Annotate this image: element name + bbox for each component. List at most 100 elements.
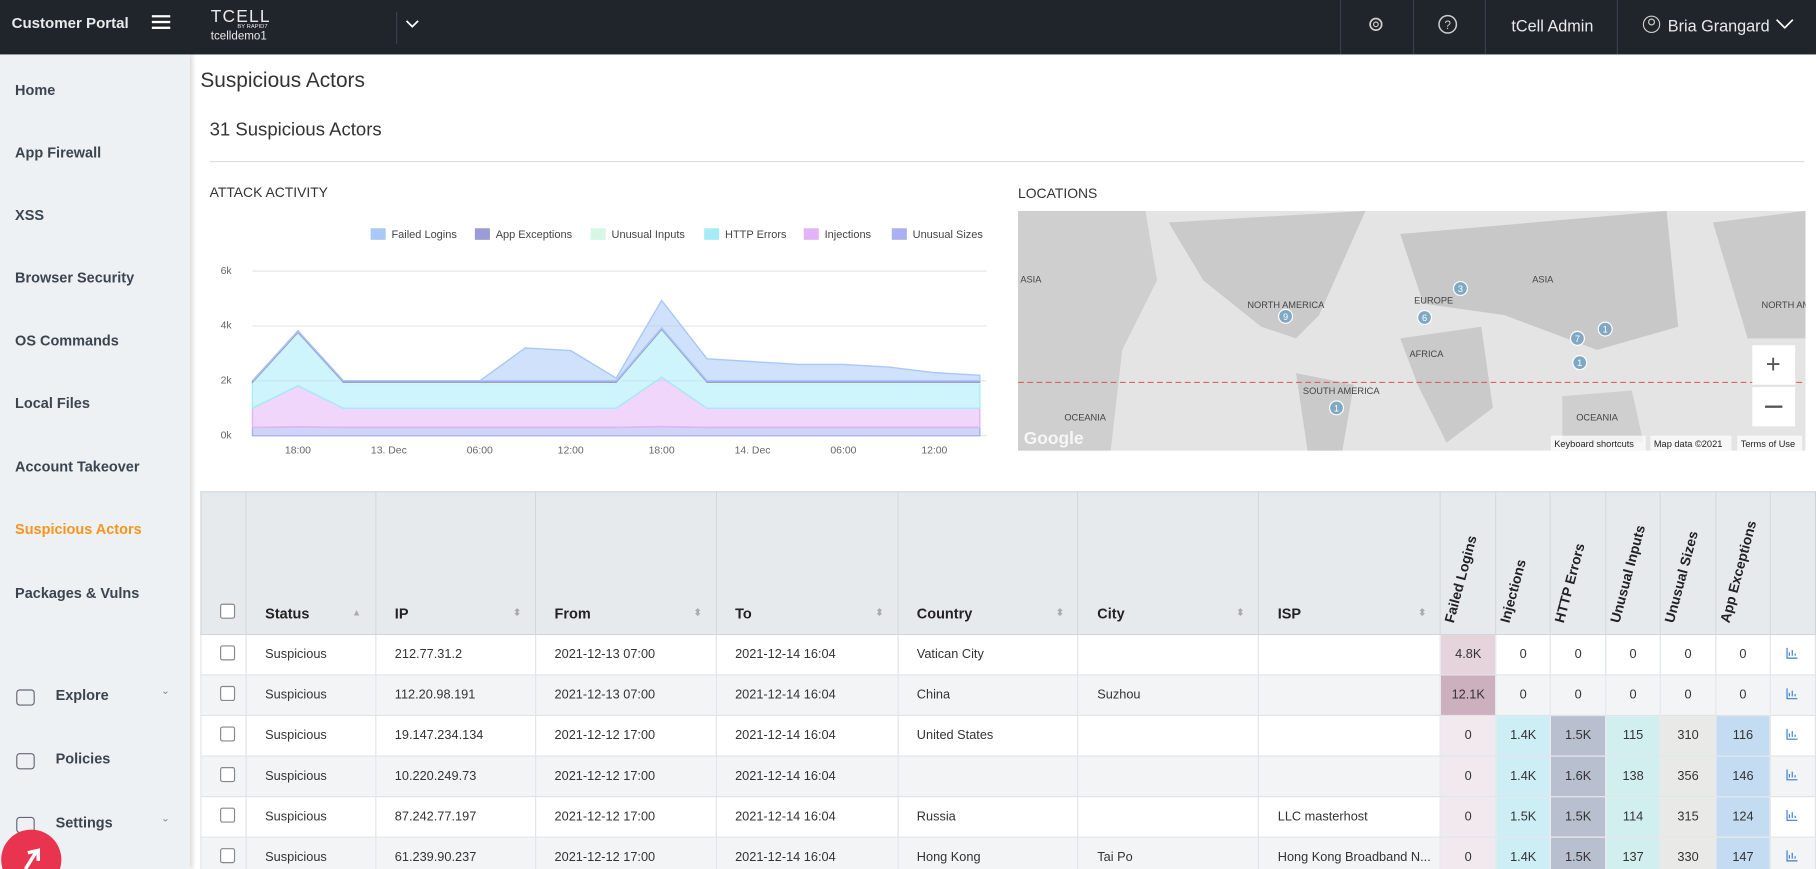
column-header[interactable]: App Exceptions: [1715, 491, 1771, 635]
column-header[interactable]: IP ⬍: [375, 491, 536, 635]
row-chart-link[interactable]: [1769, 755, 1816, 798]
cell: 2021-12-13 07:00: [534, 674, 717, 717]
checkbox[interactable]: [220, 726, 236, 742]
column-label: Status: [265, 605, 310, 623]
svg-text:+: +: [1766, 351, 1781, 379]
row-chart-link[interactable]: [1769, 796, 1816, 838]
cell: [1258, 755, 1442, 798]
sort-icon: ⬍: [693, 607, 702, 618]
cell: 10.220.249.73: [375, 755, 536, 798]
cluster-marker[interactable]: [1278, 308, 1294, 324]
metric-cell: 1.5K: [1549, 836, 1607, 869]
row-select: [200, 796, 247, 838]
nav-item[interactable]: OS Commands: [15, 332, 119, 349]
user-menu[interactable]: Bria Grangard: [1667, 16, 1770, 35]
sidebar: Home App Firewall XSS Browser Security OS Co…: [0, 54, 190, 869]
admin-link[interactable]: tCell Admin: [1511, 16, 1594, 35]
nav-section[interactable]: Policies: [55, 750, 111, 768]
nav-section[interactable]: Explore: [55, 687, 109, 704]
help-fab[interactable]: [0, 825, 69, 869]
cell: 112.20.98.191: [375, 674, 536, 717]
metric-cell: 0: [1659, 674, 1717, 717]
row-chart-link[interactable]: [1769, 674, 1816, 717]
account-name[interactable]: tcelldemo1: [210, 30, 267, 43]
column-header[interactable]: To ⬍: [715, 491, 899, 635]
table-row: Suspicious 61.239.90.237 2021-12-12 17:00 2…: [200, 836, 1816, 869]
nav-item[interactable]: XSS: [15, 207, 45, 224]
user-dropdown[interactable]: [1775, 19, 1794, 31]
region-label: SOUTH AMERICA: [1303, 386, 1380, 396]
cluster-marker[interactable]: [1417, 309, 1433, 326]
metric-cell: 0: [1495, 674, 1551, 717]
checkbox[interactable]: [220, 807, 236, 823]
column-header[interactable]: HTTP Errors: [1549, 491, 1607, 635]
divider: [209, 161, 1805, 163]
region-label: EUROPE: [1414, 296, 1453, 306]
cluster-marker[interactable]: [1328, 400, 1345, 416]
column-header[interactable]: Unusual Sizes: [1659, 491, 1717, 635]
cell: Suzhou: [1077, 674, 1260, 717]
chart-icon[interactable]: [1786, 768, 1799, 781]
legend-label: Unusual Sizes: [913, 229, 984, 241]
map-footer-link[interactable]: Keyboard shortcuts: [1554, 439, 1634, 449]
cluster-marker[interactable]: [1572, 355, 1588, 371]
nav-item[interactable]: Local Files: [15, 395, 90, 412]
chart-icon[interactable]: [1786, 809, 1799, 821]
nav-section[interactable]: Settings: [55, 814, 113, 831]
chart-icon[interactable]: [1786, 647, 1799, 659]
legend-label: Failed Logins: [391, 229, 457, 241]
metric-cell: 0: [1659, 633, 1717, 676]
menu-icon[interactable]: [151, 15, 172, 31]
column-header[interactable]: Country ⬍: [897, 491, 1079, 635]
row-select: [200, 633, 247, 676]
checkbox[interactable]: [220, 685, 236, 701]
chart-icon[interactable]: [1786, 687, 1799, 700]
column-header[interactable]: From ⬍: [534, 491, 717, 635]
column-header[interactable]: Status ▲: [245, 491, 377, 635]
column-label: To: [735, 605, 752, 623]
cluster-count: 3: [1458, 284, 1463, 294]
chart-icon[interactable]: [1786, 849, 1799, 862]
row-select: [200, 714, 247, 757]
nav-item[interactable]: Browser Security: [15, 269, 135, 287]
checkbox[interactable]: [220, 645, 236, 661]
cluster-marker[interactable]: [1452, 280, 1468, 297]
column-header[interactable]: ISP ⬍: [1258, 491, 1442, 635]
chart-icon[interactable]: [1786, 728, 1799, 740]
column-label: Unusual Inputs: [1607, 523, 1649, 625]
column-header[interactable]: Injections: [1495, 491, 1551, 635]
column-header[interactable]: City ⬍: [1077, 491, 1260, 635]
help-icon[interactable]: ?: [1437, 14, 1460, 37]
sort-icon: ⬍: [875, 607, 884, 618]
row-chart-link[interactable]: [1769, 714, 1816, 757]
cell: Russia: [897, 796, 1079, 838]
cell: Suspicious: [245, 714, 377, 757]
settings-icon[interactable]: [1365, 14, 1388, 37]
column-header[interactable]: Unusual Inputs: [1605, 491, 1661, 635]
legend-swatch: [891, 228, 907, 240]
checkbox[interactable]: [220, 848, 236, 864]
cell: 2021-12-12 17:00: [534, 836, 717, 869]
nav-item[interactable]: Account Takeover: [15, 458, 140, 476]
nav-item[interactable]: App Firewall: [15, 144, 102, 162]
row-chart-link[interactable]: [1769, 836, 1816, 869]
account-dropdown[interactable]: [405, 19, 419, 31]
cell: Suspicious: [245, 674, 377, 717]
nav-item[interactable]: Home: [15, 82, 56, 99]
nav-item[interactable]: Suspicious Actors: [15, 521, 142, 538]
row-chart-link[interactable]: [1769, 633, 1816, 676]
map-footer-link[interactable]: Terms of Use: [1741, 439, 1795, 449]
map-footer-link[interactable]: Map data ©2021: [1654, 439, 1723, 449]
cluster-marker[interactable]: [1597, 321, 1613, 337]
cell: [1258, 674, 1442, 717]
legend-swatch: [590, 228, 606, 240]
nav-icon: [16, 753, 35, 770]
cluster-marker[interactable]: [1569, 330, 1585, 346]
cell: [1258, 633, 1442, 676]
nav-item[interactable]: Packages & Vulns: [15, 585, 140, 602]
checkbox[interactable]: [220, 767, 236, 783]
column-header[interactable]: Failed Logins: [1439, 491, 1497, 635]
checkbox[interactable]: [220, 603, 236, 619]
brand[interactable]: Customer Portal: [11, 13, 129, 32]
map[interactable]: + ASIA NORTH AMERICA EUROPE ASIA NORTH AMERI…: [1018, 210, 1806, 451]
